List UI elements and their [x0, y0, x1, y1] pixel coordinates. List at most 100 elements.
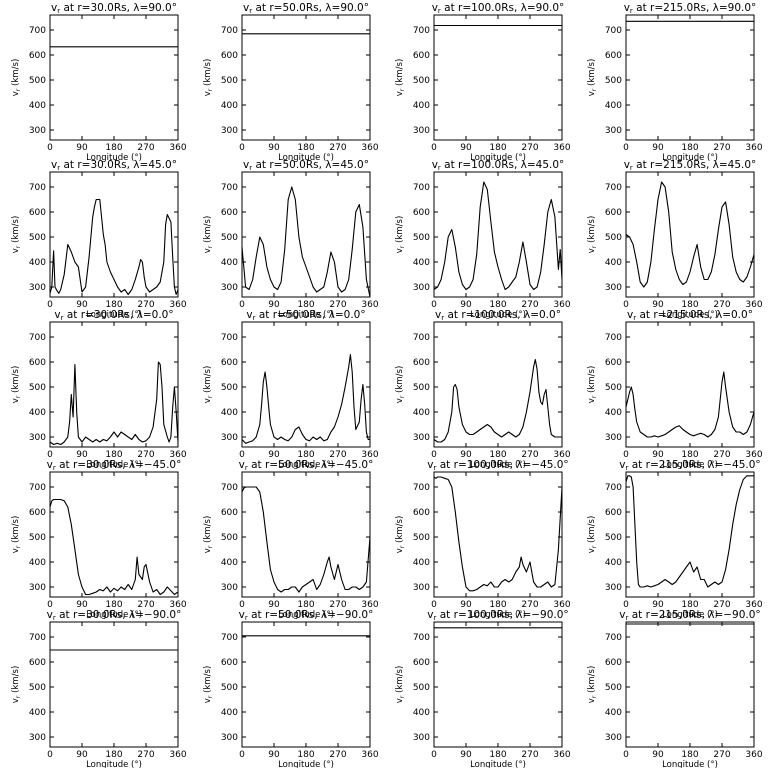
y-tick-label: 400 — [221, 101, 238, 111]
x-tick-label: 180 — [489, 600, 506, 610]
y-tick-label: 700 — [413, 26, 430, 36]
y-tick-label: 500 — [605, 76, 622, 86]
y-tick-label: 500 — [413, 683, 430, 693]
y-tick-label: 600 — [221, 508, 238, 518]
y-tick-label: 600 — [413, 208, 430, 218]
x-axis-label: Longitude (°) — [86, 760, 142, 768]
x-axis-label: Longitude (°) — [662, 153, 718, 163]
x-tick-label: 360 — [169, 143, 186, 153]
x-tick-label: 270 — [713, 600, 730, 610]
y-tick-label: 400 — [29, 708, 46, 718]
x-tick-label: 360 — [745, 143, 762, 153]
y-tick-label: 400 — [605, 258, 622, 268]
y-tick-label: 600 — [221, 658, 238, 668]
x-axis-label: Longitude (°) — [86, 310, 142, 320]
x-axis-label: Longitude (°) — [470, 760, 526, 768]
x-tick-label: 180 — [681, 750, 698, 760]
x-tick-label: 0 — [431, 300, 437, 310]
panel: vr at r=30.0Rs, λ=45.0° 0 90 180 270 360 300 40… — [11, 159, 187, 320]
y-tick-label: 600 — [605, 51, 622, 61]
y-axis-label: vr (km/s) — [11, 666, 22, 704]
x-tick-label: 180 — [489, 450, 506, 460]
panel-title: vr at r=50.0Rs, λ=0.0° — [246, 309, 365, 322]
y-tick-label: 700 — [221, 333, 238, 343]
panel: vr at r=50.0Rs, λ=0.0° 0 90 180 270 360 300 400… — [203, 309, 379, 470]
x-tick-label: 270 — [521, 600, 538, 610]
y-tick-label: 700 — [413, 633, 430, 643]
panel: vr at r=215.0Rs, λ=0.0° 0 90 180 270 360 300 40… — [587, 309, 763, 470]
panel-title: vr at r=100.0Rs, λ=−90.0° — [427, 609, 568, 622]
x-tick-label: 90 — [460, 600, 472, 610]
x-tick-label: 0 — [239, 750, 245, 760]
x-tick-label: 360 — [553, 300, 570, 310]
x-tick-label: 180 — [105, 750, 122, 760]
x-tick-label: 360 — [361, 300, 378, 310]
y-tick-label: 300 — [29, 733, 46, 743]
y-tick-label: 300 — [413, 433, 430, 443]
series-line — [625, 475, 754, 588]
y-axis-label: vr (km/s) — [11, 59, 22, 97]
y-tick-label: 400 — [29, 258, 46, 268]
y-tick-label: 400 — [29, 101, 46, 111]
plot-frame — [625, 14, 755, 141]
x-tick-label: 360 — [169, 600, 186, 610]
x-axis-label: Longitude (°) — [86, 153, 142, 163]
y-tick-label: 300 — [413, 283, 430, 293]
x-axis-label: Longitude (°) — [662, 760, 718, 768]
x-tick-label: 0 — [431, 450, 437, 460]
x-axis-label: Longitude (°) — [278, 460, 334, 470]
plot-frame — [241, 621, 371, 748]
panel: vr at r=100.0Rs, λ=45.0° 0 90 180 270 360 300 4… — [395, 159, 571, 320]
y-tick-label: 400 — [29, 408, 46, 418]
panel: vr at r=50.0Rs, λ=−90.0° 0 90 180 270 360 300 4… — [203, 609, 379, 768]
y-axis-label: vr (km/s) — [395, 666, 406, 704]
panel: vr at r=215.0Rs, λ=45.0° 0 90 180 270 360 300 4… — [587, 159, 763, 320]
panel-title: vr at r=30.0Rs, λ=0.0° — [54, 309, 173, 322]
y-tick-label: 700 — [221, 483, 238, 493]
x-tick-label: 360 — [745, 450, 762, 460]
x-axis-label: Longitude (°) — [278, 760, 334, 768]
x-tick-label: 270 — [521, 750, 538, 760]
x-tick-label: 360 — [361, 143, 378, 153]
panel: vr at r=100.0Rs, λ=−90.0° 0 90 180 270 360 300… — [395, 609, 571, 768]
x-tick-label: 0 — [431, 750, 437, 760]
x-axis-label: Longitude (°) — [662, 460, 718, 470]
x-tick-label: 180 — [489, 750, 506, 760]
x-tick-label: 90 — [76, 750, 88, 760]
y-tick-label: 400 — [605, 101, 622, 111]
x-tick-label: 360 — [553, 600, 570, 610]
x-tick-label: 180 — [297, 300, 314, 310]
x-tick-label: 180 — [489, 300, 506, 310]
x-tick-label: 270 — [521, 450, 538, 460]
y-tick-label: 500 — [29, 683, 46, 693]
series-line — [49, 361, 179, 446]
plot-frame — [433, 621, 563, 748]
x-tick-label: 0 — [47, 300, 53, 310]
y-tick-label: 300 — [221, 733, 238, 743]
y-tick-label: 700 — [29, 183, 46, 193]
x-tick-label: 0 — [431, 600, 437, 610]
x-tick-label: 180 — [297, 600, 314, 610]
y-tick-label: 500 — [605, 533, 622, 543]
plot-frame — [241, 321, 371, 448]
y-tick-label: 600 — [29, 208, 46, 218]
y-tick-label: 500 — [221, 683, 238, 693]
y-axis-label: vr (km/s) — [395, 516, 406, 554]
y-tick-label: 300 — [29, 583, 46, 593]
x-tick-label: 270 — [137, 143, 154, 153]
plot-frame — [49, 471, 179, 598]
y-tick-label: 700 — [29, 333, 46, 343]
x-tick-label: 90 — [652, 300, 664, 310]
y-tick-label: 600 — [605, 508, 622, 518]
y-tick-label: 400 — [221, 708, 238, 718]
panel-title: vr at r=50.0Rs, λ=90.0° — [243, 2, 369, 15]
x-tick-label: 180 — [297, 450, 314, 460]
panel: vr at r=100.0Rs, λ=0.0° 0 90 180 270 360 300 40… — [395, 309, 571, 470]
series-line — [49, 498, 179, 596]
x-tick-label: 90 — [76, 600, 88, 610]
y-axis-label: vr (km/s) — [395, 366, 406, 404]
x-tick-label: 360 — [169, 450, 186, 460]
series-line — [241, 486, 371, 593]
